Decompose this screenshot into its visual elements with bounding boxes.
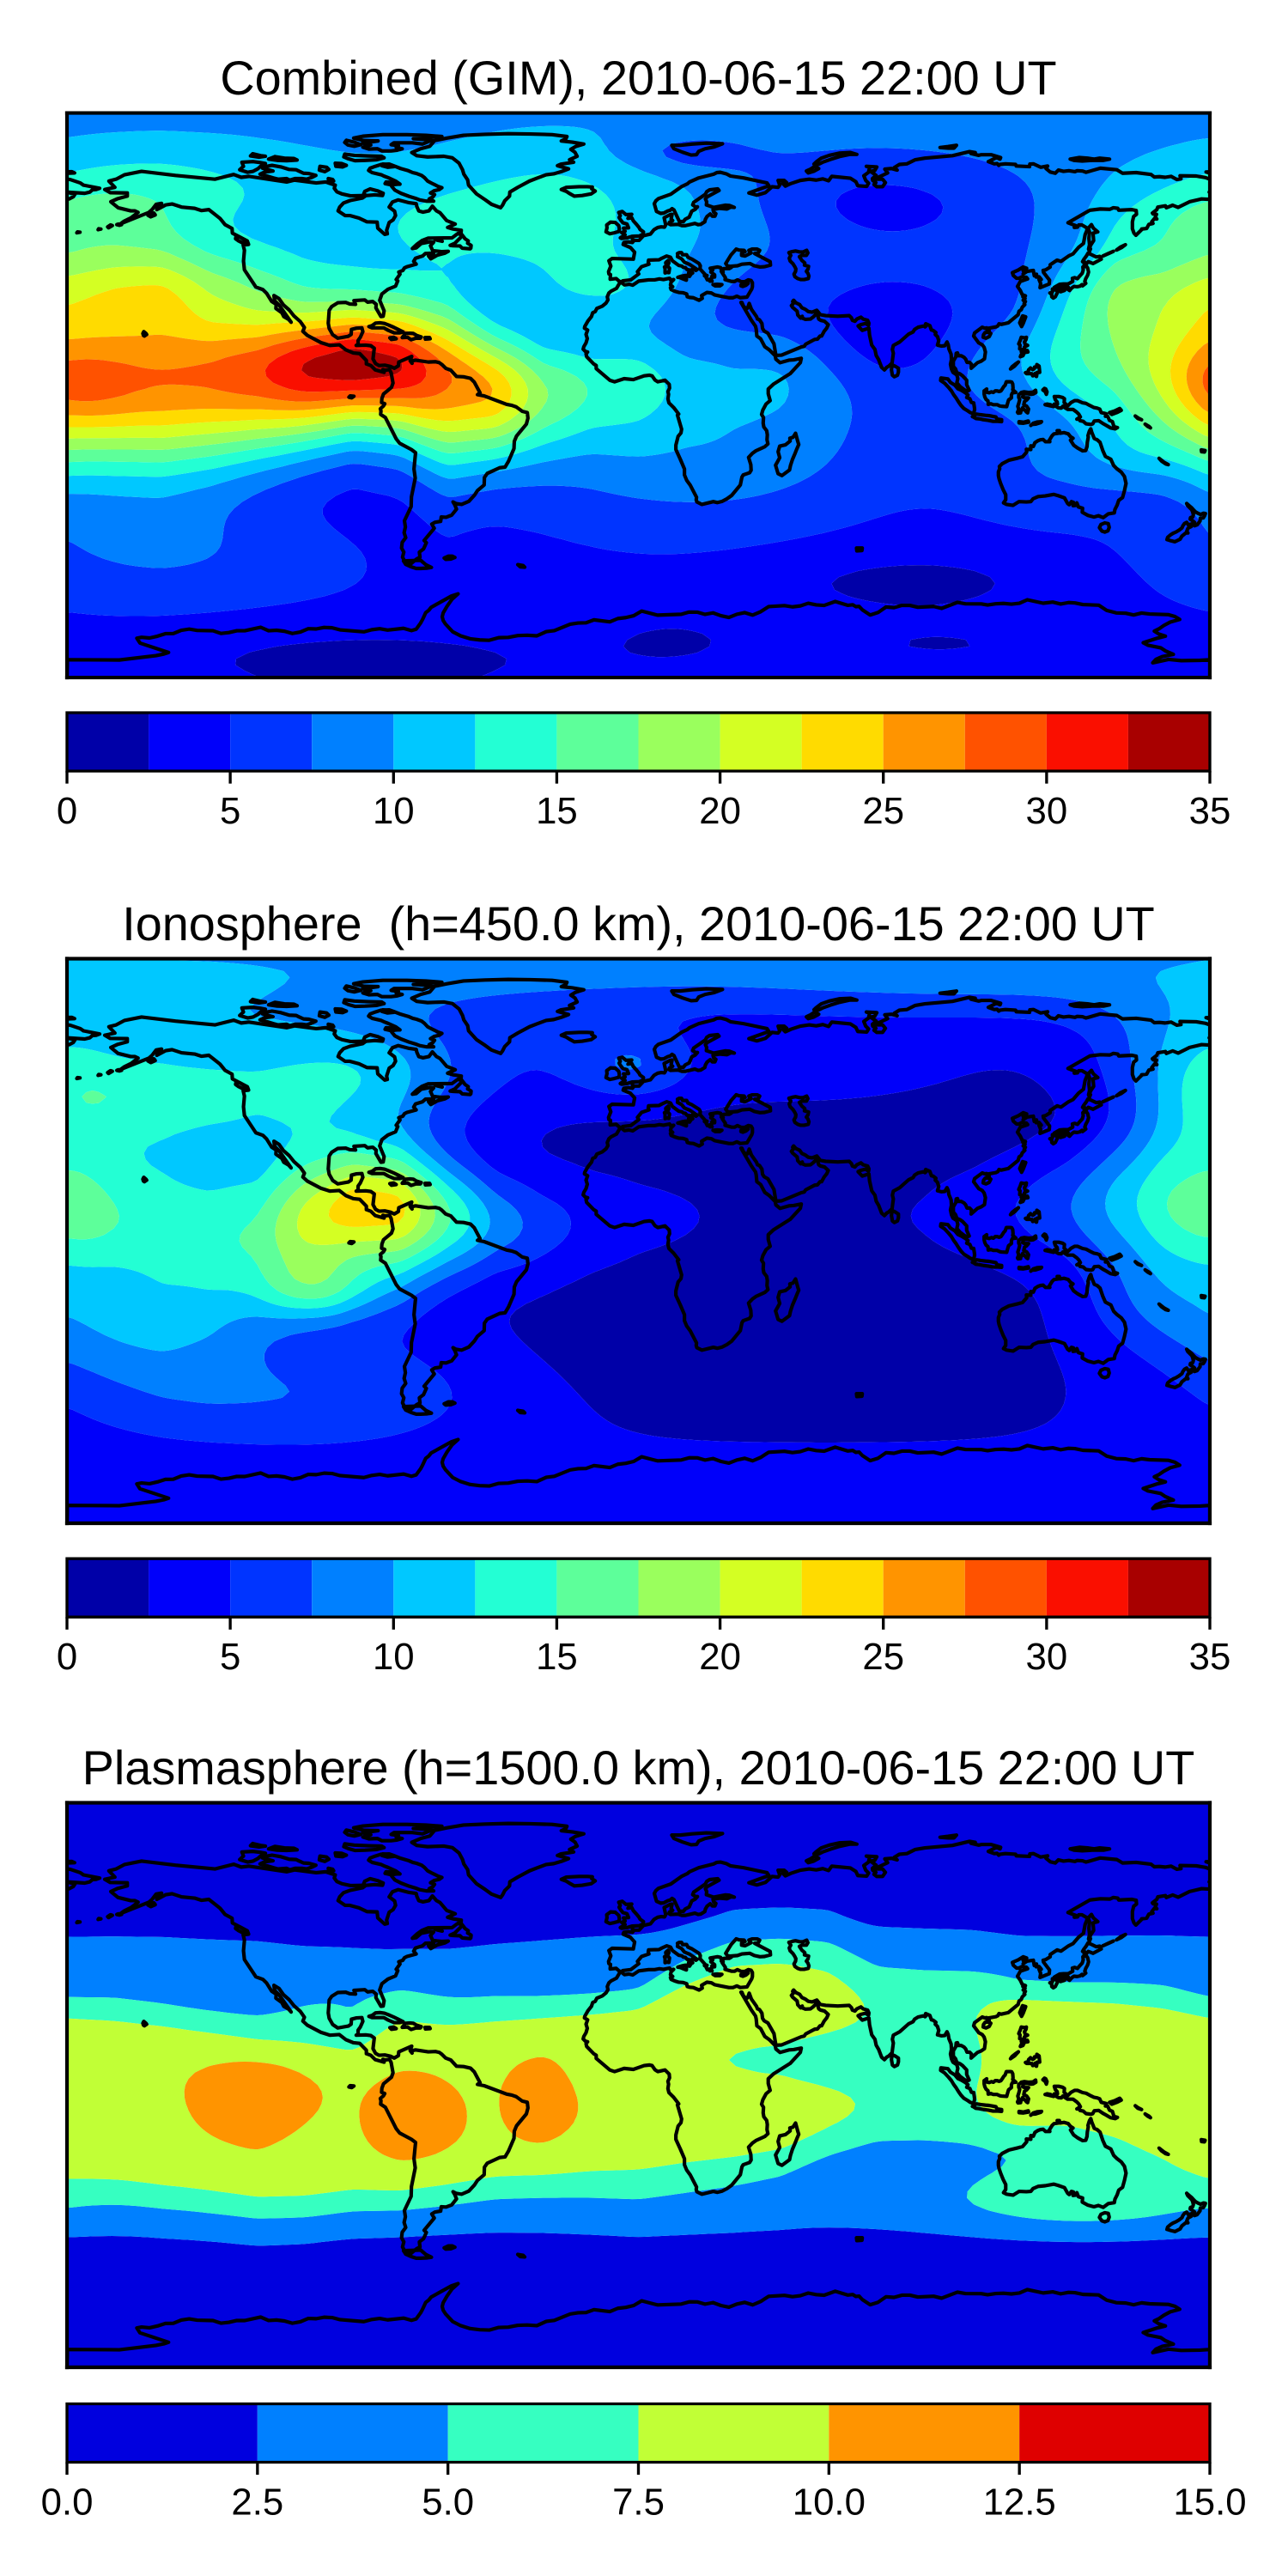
svg-text:10.0: 10.0 [793,2481,866,2523]
svg-text:20: 20 [699,1636,741,1678]
svg-text:Ionosphere (h=450.0 km), 2010: Ionosphere (h=450.0 km), 2010-06-15 22:0… [122,896,1155,951]
svg-text:30: 30 [1026,790,1068,832]
svg-text:35: 35 [1189,1636,1231,1678]
svg-text:7.5: 7.5 [612,2481,665,2523]
svg-text:35: 35 [1189,790,1231,832]
svg-text:30: 30 [1026,1636,1068,1678]
svg-text:25: 25 [862,790,904,832]
svg-text:Plasmasphere (h=1500.0 km), 20: Plasmasphere (h=1500.0 km), 2010-06-15 2… [82,1741,1195,1795]
svg-text:15: 15 [536,1636,578,1678]
svg-text:0.0: 0.0 [41,2481,94,2523]
svg-text:15.0: 15.0 [1173,2481,1246,2523]
svg-text:25: 25 [862,1636,904,1678]
svg-text:0: 0 [57,790,77,832]
svg-text:Combined (GIM), 2010-06-15 22:: Combined (GIM), 2010-06-15 22:00 UT [220,51,1056,105]
svg-text:10: 10 [373,1636,415,1678]
svg-text:15: 15 [536,790,578,832]
svg-text:0: 0 [57,1636,77,1678]
svg-text:5: 5 [220,1636,240,1678]
svg-text:5: 5 [220,790,240,832]
svg-text:2.5: 2.5 [231,2481,283,2523]
svg-text:5.0: 5.0 [422,2481,474,2523]
svg-text:10: 10 [373,790,415,832]
svg-text:20: 20 [699,790,741,832]
svg-text:12.5: 12.5 [983,2481,1056,2523]
